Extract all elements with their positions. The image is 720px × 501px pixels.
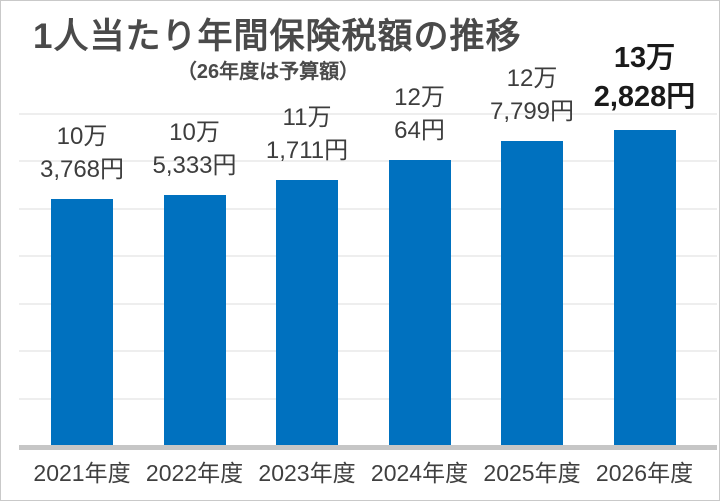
bar-2026 bbox=[613, 129, 676, 445]
gridline bbox=[19, 350, 717, 352]
chart-title: 1人当たり年間保険税額の推移 bbox=[33, 17, 522, 56]
bar-value-line: 1,711円 bbox=[265, 136, 349, 164]
bar-2025 bbox=[501, 141, 563, 445]
x-axis-line bbox=[19, 445, 717, 450]
bar-value-line: 3,768円 bbox=[39, 155, 125, 183]
bar-2024 bbox=[388, 159, 451, 445]
gridline bbox=[19, 302, 717, 305]
bar-value-label-2021: 10万 3,768円 bbox=[1, 120, 182, 186]
x-axis-label-2021: 2021年度 bbox=[33, 460, 131, 486]
gridline bbox=[19, 397, 717, 400]
bar-value-line: 13万 bbox=[613, 41, 676, 74]
x-axis-label-2026: 2026年度 bbox=[595, 460, 694, 486]
bar-value-line: 5,333円 bbox=[152, 151, 237, 179]
bar-value-line: 2,828円 bbox=[593, 80, 696, 113]
bar-2023 bbox=[276, 179, 338, 445]
bar-2021 bbox=[51, 198, 113, 445]
bar-value-label-2025: 12万 7,799円 bbox=[432, 62, 632, 128]
bar-value-line: 7,799円 bbox=[489, 98, 575, 126]
gridline bbox=[19, 112, 717, 115]
bar-2022 bbox=[163, 194, 226, 445]
gridline bbox=[19, 255, 717, 257]
bar-value-label-2023: 11万 1,711円 bbox=[207, 101, 407, 167]
bar-value-label-2022: 10万 5,333円 bbox=[95, 116, 295, 182]
bar-value-line: 12万 bbox=[394, 83, 445, 111]
bar-value-line: 10万 bbox=[169, 118, 220, 146]
x-axis-label-2022: 2022年度 bbox=[145, 460, 244, 486]
x-axis-label-2024: 2024年度 bbox=[370, 460, 469, 486]
gridline bbox=[19, 207, 717, 210]
bar-value-label-2026: 13万 2,828円 bbox=[545, 39, 720, 117]
bar-value-line: 12万 bbox=[506, 65, 558, 93]
chart-subtitle: （26年度は予算額） bbox=[176, 61, 360, 83]
gridline bbox=[19, 160, 717, 162]
x-axis-label-2025: 2025年度 bbox=[483, 460, 581, 486]
bar-value-line: 10万 bbox=[56, 122, 108, 150]
x-axis-label-2023: 2023年度 bbox=[258, 460, 356, 486]
bar-value-line: 64円 bbox=[394, 116, 445, 144]
bar-value-line: 11万 bbox=[282, 103, 332, 131]
bar-value-label-2024: 12万 64円 bbox=[320, 81, 520, 147]
